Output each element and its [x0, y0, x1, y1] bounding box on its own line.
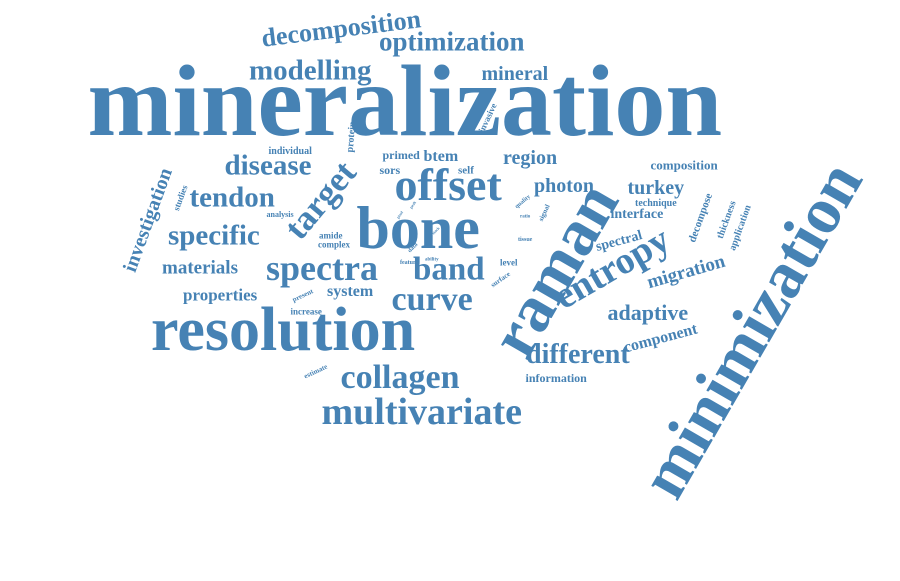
word-disease: disease [224, 149, 312, 182]
word-modelling: modelling [249, 54, 372, 87]
word-individual: individual [268, 146, 312, 157]
word-technique: technique [635, 198, 677, 209]
word-increase: increase [290, 306, 322, 317]
word-materials: materials [162, 257, 238, 279]
word-resolution: resolution [151, 296, 416, 364]
word-photon: photon [534, 175, 595, 197]
word-primed: primed [382, 148, 420, 162]
word-component: component [621, 320, 700, 357]
word-btem: btem [423, 148, 459, 165]
word-level: level [500, 257, 518, 268]
word-analysis: analysis [266, 210, 294, 219]
word-tendon: tendon [189, 181, 275, 214]
word-specific: specific [168, 219, 260, 252]
word-information: information [525, 371, 587, 385]
word-amide: amide [319, 230, 343, 241]
word-collagen: collagen [340, 359, 460, 396]
word-studies: studies [171, 183, 190, 212]
word-offset: offset [394, 159, 502, 210]
word-turkey: turkey [627, 177, 685, 199]
word-bone: bone [356, 195, 480, 261]
word-adaptive: adaptive [607, 300, 689, 325]
word-region: region [503, 147, 558, 169]
word-estimate: estimate [302, 362, 329, 381]
word-curve: curve [391, 281, 473, 318]
word-decompose: decompose [686, 191, 716, 244]
word-spectra: spectra [266, 248, 378, 288]
word-system: system [327, 283, 374, 300]
word-tissue: tissue [518, 237, 533, 243]
word-mineralization: mineralization [87, 45, 723, 158]
word-mineral: mineral [481, 63, 549, 85]
word-feature: feature [400, 260, 419, 266]
word-self: self [458, 164, 474, 177]
word-complex: complex [318, 239, 350, 250]
word-interface: interface [610, 207, 664, 222]
word-multivariate: multivariate [321, 391, 523, 433]
word-properties: properties [183, 285, 258, 305]
word-band: band [413, 251, 485, 288]
word-different: different [526, 339, 630, 370]
word-ratio: ratio [520, 214, 531, 220]
word-quality: quality [514, 193, 532, 211]
word-sors: sors [379, 163, 401, 177]
word-optimization: optimization [379, 26, 525, 57]
word-composition: composition [650, 157, 718, 173]
word-ability: ability [425, 257, 439, 263]
